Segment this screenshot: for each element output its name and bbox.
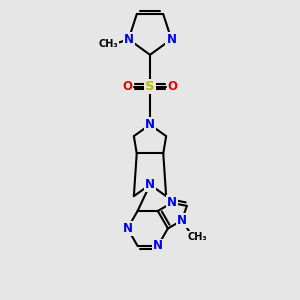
Text: N: N [124,33,134,46]
Text: O: O [122,80,133,93]
Text: O: O [167,80,178,93]
Text: N: N [122,222,133,235]
Text: CH₃: CH₃ [188,232,207,242]
Text: CH₃: CH₃ [99,39,118,49]
Text: S: S [145,80,155,93]
Text: N: N [167,33,176,46]
Text: N: N [177,214,187,227]
Text: N: N [145,118,155,131]
Text: N: N [167,196,177,209]
Text: N: N [153,239,163,252]
Text: N: N [145,178,155,191]
